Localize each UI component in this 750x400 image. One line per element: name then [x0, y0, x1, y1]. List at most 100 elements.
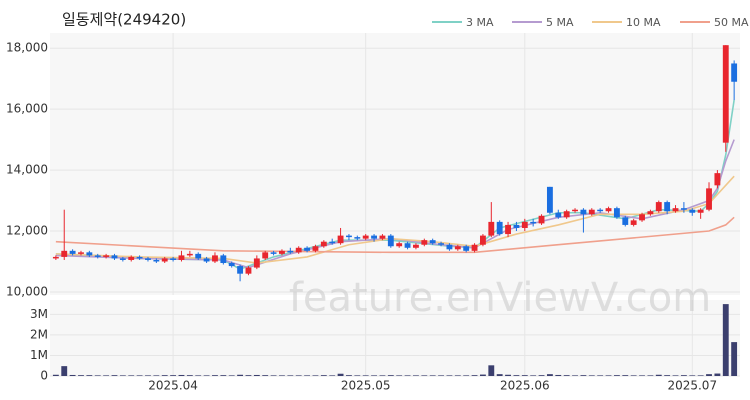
candle-body	[103, 255, 110, 257]
candle-body	[706, 188, 712, 210]
candle-body	[94, 255, 101, 257]
volume-bar	[145, 375, 151, 376]
watermark: feature.enViewV.com	[289, 275, 711, 321]
candle-body	[195, 253, 202, 259]
volume-bar	[329, 375, 336, 376]
volume-bar	[463, 375, 470, 376]
candle-body	[689, 209, 696, 213]
candle-body	[404, 243, 411, 248]
volume-bar	[78, 375, 84, 376]
volume-bar	[521, 375, 528, 376]
volume-bar	[245, 375, 252, 376]
candle-body	[429, 240, 436, 244]
volume-bar	[639, 375, 645, 376]
y-tick-label: 18,000	[6, 41, 48, 55]
candle-body	[228, 263, 235, 267]
candle-body	[78, 252, 84, 254]
volume-bar	[69, 374, 76, 376]
candle-body	[119, 258, 126, 260]
volume-bar	[471, 375, 478, 376]
volume-bar	[295, 375, 302, 376]
x-tick-label: 2025.04	[148, 379, 198, 393]
candle-body	[597, 209, 604, 212]
volume-bar	[212, 375, 218, 376]
candle-body	[463, 246, 470, 251]
volume-bar	[588, 375, 595, 376]
candle-body	[362, 235, 369, 239]
candle-body	[680, 208, 687, 210]
volume-bar	[722, 304, 729, 376]
volume-bar	[379, 375, 386, 376]
volume-bar	[304, 375, 311, 376]
volume-bar	[86, 375, 93, 376]
volume-bar	[530, 375, 537, 376]
volume-bar	[279, 375, 285, 376]
volume-bar	[689, 375, 696, 376]
volume-bar	[136, 375, 143, 376]
volume-bar	[597, 375, 604, 376]
volume-bar	[371, 375, 377, 376]
candle-body	[446, 244, 453, 250]
volume-bar	[613, 375, 620, 376]
candle-body	[128, 256, 135, 260]
volume-bar	[312, 375, 319, 376]
candle-body	[731, 63, 738, 82]
candle-body	[630, 220, 637, 225]
candle-body	[513, 224, 520, 228]
candle-body	[530, 221, 537, 224]
candle-body	[136, 256, 143, 259]
volume-bar	[580, 375, 587, 376]
candle-body	[496, 221, 503, 235]
candle-body	[454, 246, 461, 250]
volume-bar	[396, 375, 403, 376]
chart-title: 일동제약(249420)	[62, 11, 186, 29]
volume-bar	[237, 374, 244, 376]
volume-bar	[513, 375, 520, 376]
volume-bar	[287, 375, 294, 376]
volume-bar	[496, 374, 503, 376]
candle-body	[262, 252, 269, 259]
candle-body	[655, 202, 662, 212]
candle-body	[153, 259, 160, 262]
candle-body	[346, 235, 352, 238]
volume-bar	[404, 375, 411, 376]
candle-body	[237, 266, 244, 274]
candle-body	[69, 250, 76, 254]
candle-body	[253, 258, 260, 268]
volume-bar	[421, 375, 428, 376]
volume-bar	[153, 375, 160, 376]
volume-bar	[52, 374, 59, 376]
candle-body	[320, 241, 327, 247]
volume-bar	[563, 375, 570, 376]
volume-bar	[337, 373, 344, 376]
volume-bar	[538, 375, 545, 376]
candle-body	[220, 255, 227, 264]
volume-bar	[546, 374, 553, 376]
candle-body	[170, 258, 177, 260]
candle-body	[488, 221, 495, 236]
candle-body	[396, 243, 403, 247]
y-tick-label: 10,000	[6, 284, 48, 298]
volume-bar	[505, 374, 511, 376]
candle-body	[212, 255, 218, 262]
y2-tick-label: 0	[40, 369, 48, 383]
y-tick-label: 16,000	[6, 102, 48, 116]
candle-body	[387, 235, 394, 247]
volume-bar	[706, 374, 712, 376]
candle-body	[354, 237, 361, 239]
candle-body	[722, 45, 729, 143]
candle-body	[555, 212, 562, 218]
volume-bar	[605, 375, 612, 376]
candle-body	[505, 224, 511, 235]
y2-tick-label: 2M	[30, 327, 48, 341]
volume-bar	[103, 375, 110, 376]
volume-panel	[50, 300, 740, 376]
volume-bar	[262, 375, 269, 376]
volume-bar	[479, 374, 486, 376]
volume-bar	[128, 375, 135, 376]
volume-bar	[354, 375, 361, 376]
candle-body	[588, 209, 595, 215]
candle-body	[270, 252, 277, 254]
candle-body	[572, 209, 578, 212]
